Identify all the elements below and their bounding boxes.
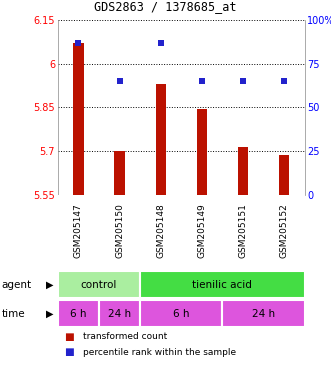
Text: GSM205148: GSM205148 [156,203,165,258]
Text: 24 h: 24 h [252,309,275,319]
Point [240,78,246,84]
Bar [222,300,305,327]
Point [158,40,163,46]
Bar [73,43,84,195]
Text: ■: ■ [65,347,74,357]
Text: time: time [2,309,25,319]
Text: ▶: ▶ [46,280,53,290]
Text: 6 h: 6 h [70,309,87,319]
Text: percentile rank within the sample: percentile rank within the sample [83,348,236,357]
Text: transformed count: transformed count [83,332,167,341]
Text: ■: ■ [65,332,74,342]
Point [76,40,81,46]
Point [199,78,205,84]
Bar [238,147,248,195]
Text: GSM205149: GSM205149 [197,203,206,258]
Bar [58,271,140,298]
Text: GDS2863 / 1378685_at: GDS2863 / 1378685_at [94,0,237,13]
Point [281,78,287,84]
Bar [115,151,125,195]
Text: GSM205151: GSM205151 [238,203,247,258]
Text: GSM205152: GSM205152 [279,203,289,258]
Point [117,78,122,84]
Bar [156,84,166,195]
Bar [58,300,99,327]
Bar [99,300,140,327]
Text: control: control [81,280,117,290]
Text: tienilic acid: tienilic acid [192,280,252,290]
Text: 24 h: 24 h [108,309,131,319]
Bar [197,109,207,195]
Text: GSM205147: GSM205147 [74,203,83,258]
Bar [140,271,305,298]
Bar [279,156,289,195]
Text: agent: agent [2,280,32,290]
Text: ▶: ▶ [46,309,53,319]
Text: 6 h: 6 h [173,309,189,319]
Bar [140,300,222,327]
Text: GSM205150: GSM205150 [115,203,124,258]
